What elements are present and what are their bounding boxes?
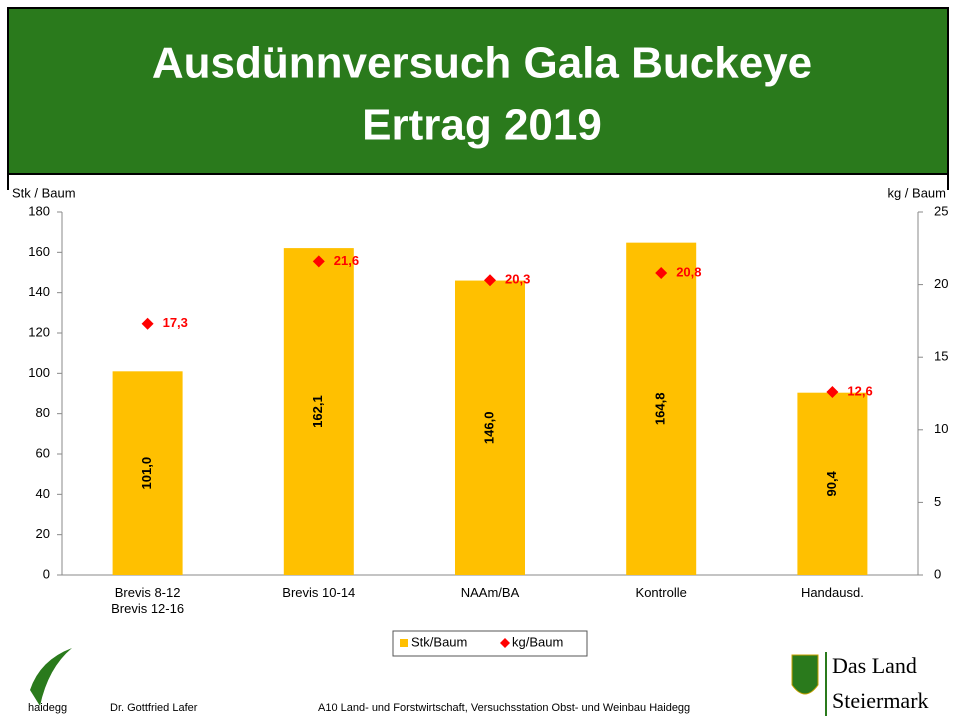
bar [797,392,868,575]
bar-value-label: 101,0 [139,457,154,490]
bar-value-label: 146,0 [481,412,496,445]
title-banner [7,7,949,175]
brand-line1: Das Land [832,653,917,678]
y2-tick-label: 25 [934,203,948,218]
marker [484,274,496,287]
legend-label: Stk/Baum [411,634,467,649]
coat-of-arms [791,654,819,695]
bar [283,248,354,575]
y-tick-label: 0 [43,566,50,581]
legend-swatch [500,638,510,648]
marker-value-label: 21,6 [334,253,359,268]
marker [826,386,839,399]
y2-tick-label: 10 [934,421,948,436]
y2-tick-label: 5 [934,494,941,509]
y-tick-label: 120 [28,324,50,339]
subtitle: Ertrag 2019 [362,101,602,150]
legend-label: kg/Baum [512,634,563,649]
title: Ausdünnversuch Gala Buckeye [152,39,812,88]
x-tick-label: Handausd. [800,585,864,600]
x-tick-label: Brevis 10-14 [282,585,356,600]
marker [141,317,154,330]
y2-tick-label: 0 [934,566,941,581]
y-tick-label: 20 [36,526,50,541]
y-tick-label: 140 [28,284,50,299]
bar-value-label: 162,1 [310,395,325,428]
marker [655,266,668,279]
bar-value-label: 164,8 [653,393,668,426]
logo-text: haidegg [28,702,67,714]
y2-tick-label: 15 [934,349,948,364]
marker-value-label: 12,6 [847,383,872,398]
x-tick-label: Brevis 8-12 Brevis 12-16 [111,585,185,616]
x-tick-label: Kontrolle [635,585,687,600]
marker-value-label: 17,3 [163,315,188,330]
x-tick-label: NAAm/BA [460,585,520,600]
y-tick-label: 60 [36,445,50,460]
marker-value-label: 20,3 [505,272,530,287]
y-tick-label: 40 [36,486,50,501]
marker-value-label: 20,8 [676,264,701,279]
y-tick-label: 180 [28,203,50,218]
bar-value-label: 90,4 [824,470,839,496]
bar [626,242,697,576]
y-tick-label: 100 [28,365,50,380]
author: Dr. Gottfried Lafer [110,702,198,714]
legend-swatch [400,639,408,647]
y-axis-label: Stk / Baum [12,185,76,200]
y-tick-label: 160 [28,244,50,259]
brand-line2: Steiermark [832,688,929,713]
legend [392,630,588,657]
y2-axis-label: kg / Baum [887,185,946,200]
marker [312,255,325,268]
y-tick-label: 80 [36,405,50,420]
y2-tick-label: 20 [934,276,948,291]
logo-leaf [30,648,72,706]
institution: A10 Land- und Forstwirtschaft, Versuchss… [318,702,690,714]
bar [455,280,525,575]
bar [112,371,183,575]
